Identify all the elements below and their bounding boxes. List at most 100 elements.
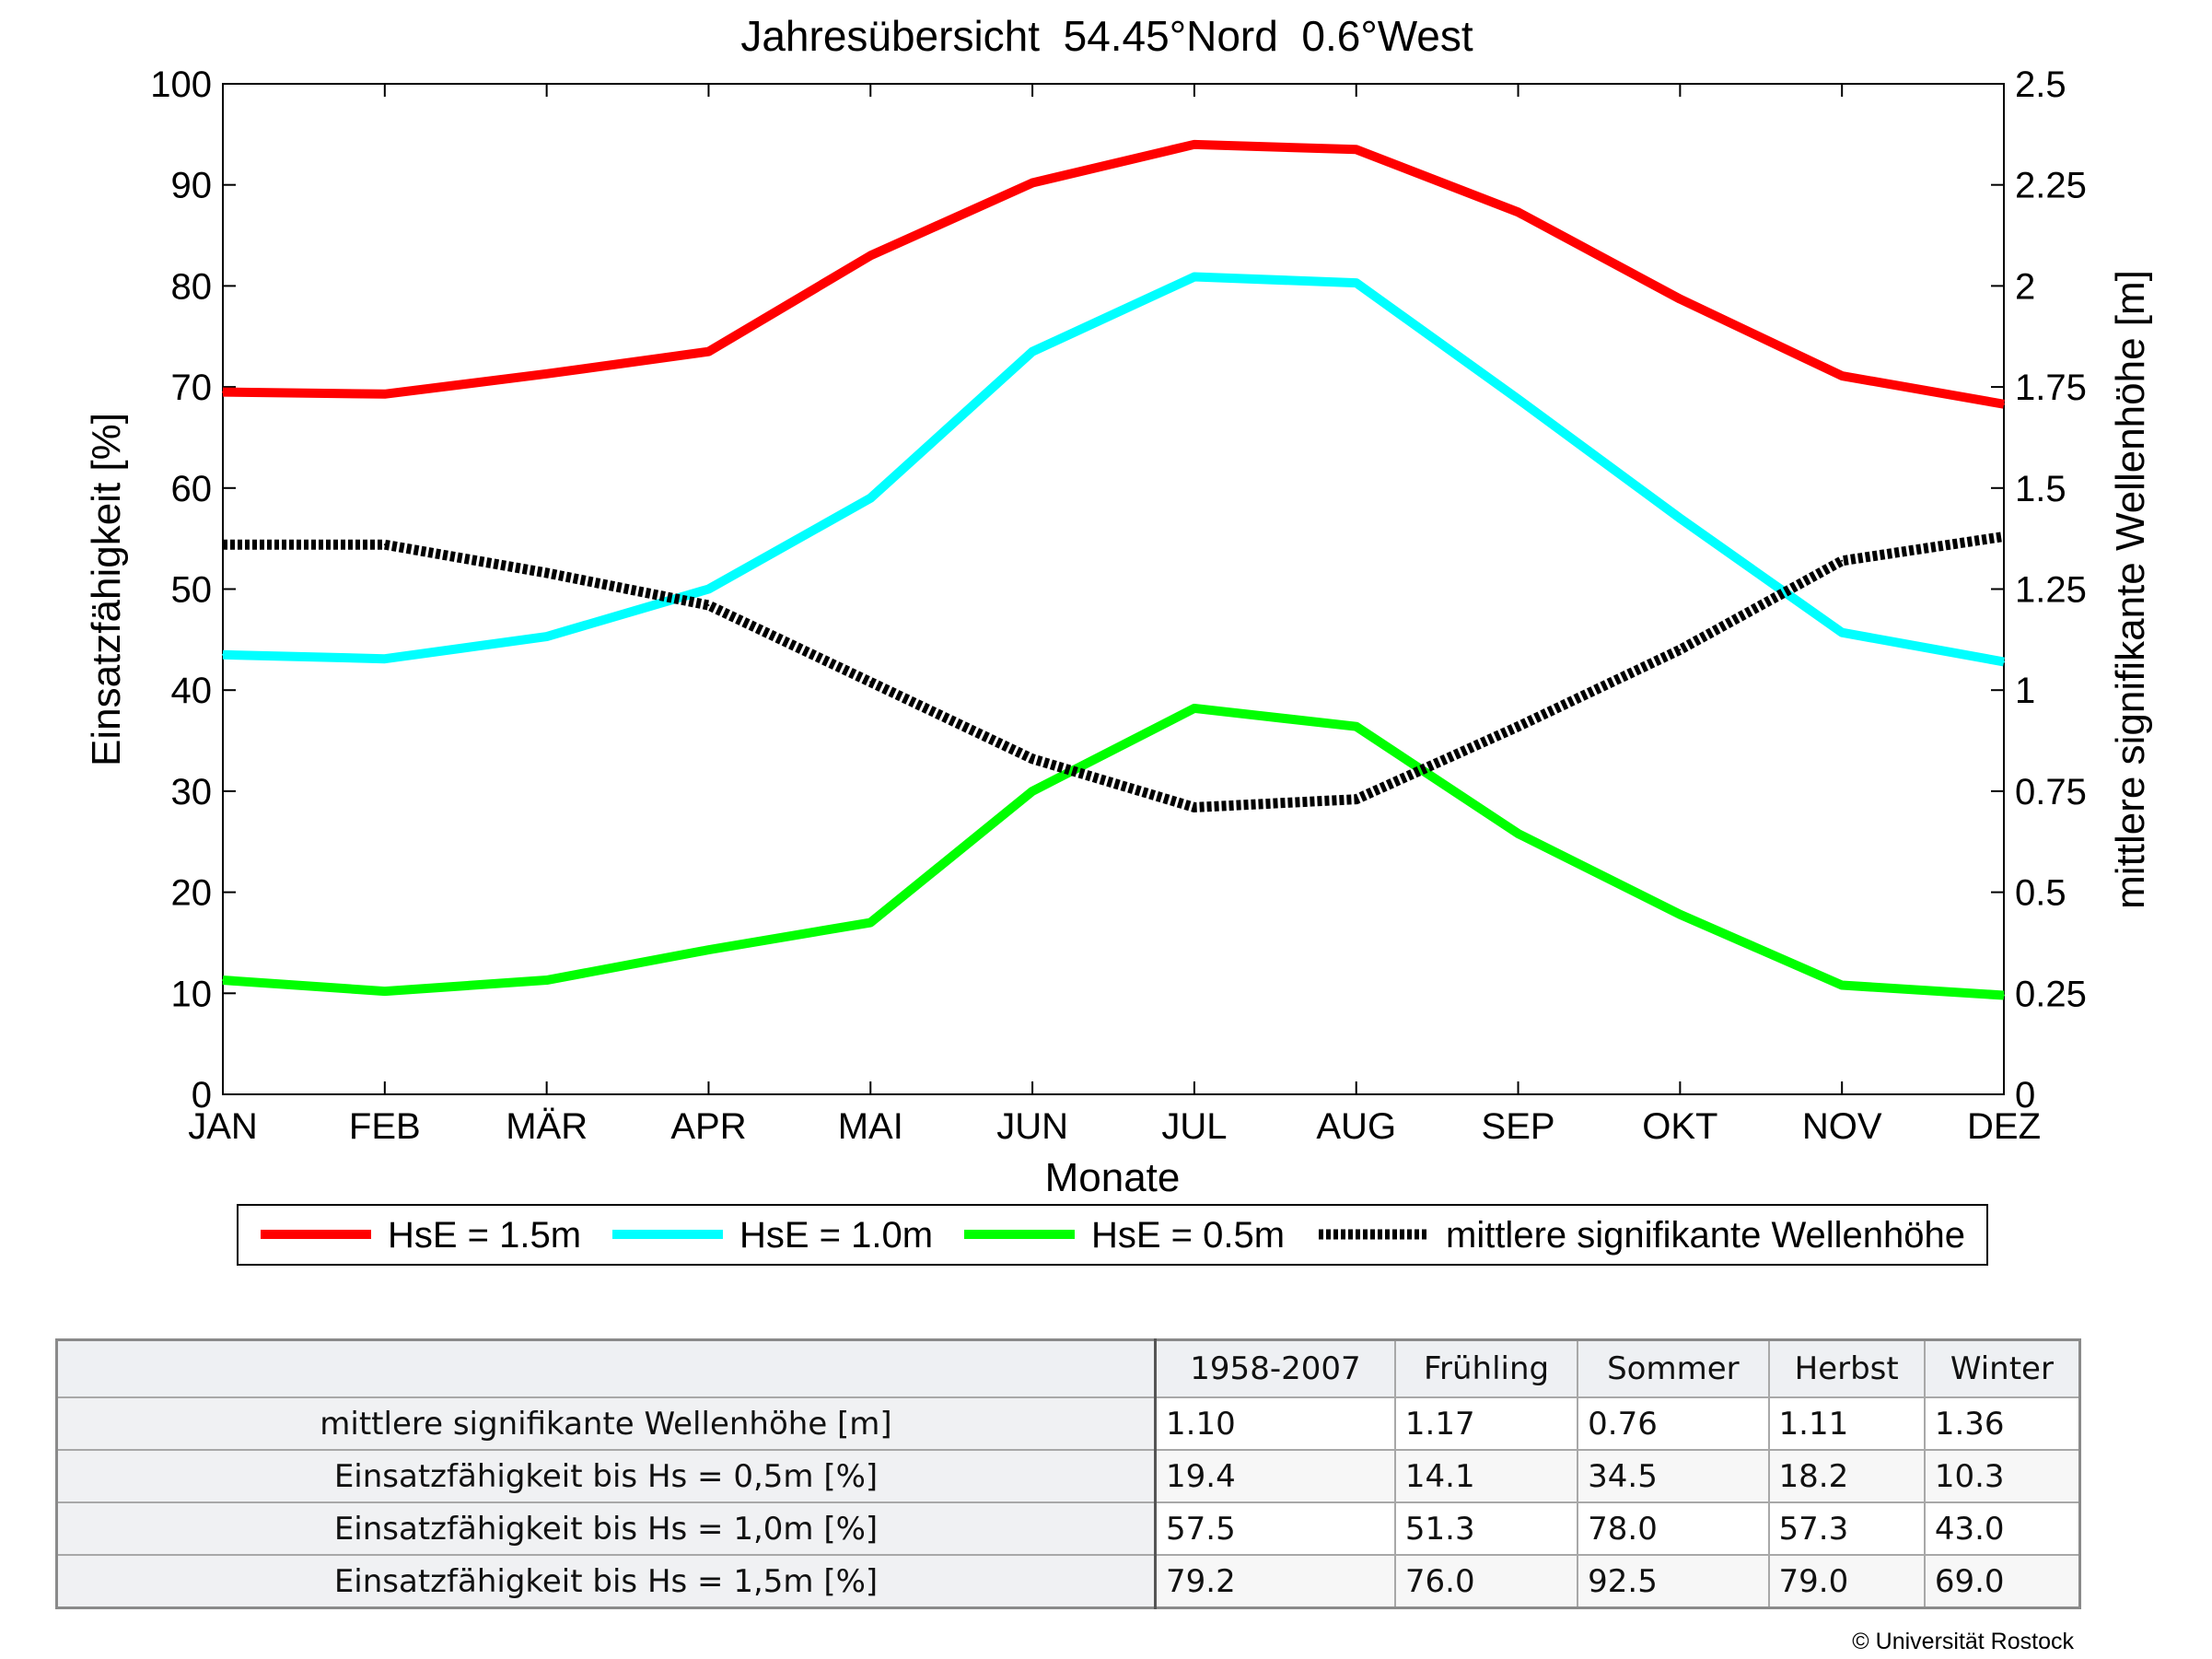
data-point xyxy=(869,497,872,499)
data-point xyxy=(1031,181,1034,184)
x-tick-label: JUN xyxy=(996,1106,1068,1147)
table-header-summer: Sommer xyxy=(1577,1338,1770,1398)
table-row: Einsatzfähigkeit bis Hs = 1,0m [%] 57.5 … xyxy=(55,1501,2081,1556)
chart-title: Jahresübersicht 54.45°Nord 0.6°West xyxy=(740,12,1473,60)
data-point xyxy=(1517,211,1519,214)
data-point xyxy=(1031,350,1034,353)
table-row: Einsatzfähigkeit bis Hs = 0,5m [%] 19.4 … xyxy=(55,1449,2081,1503)
x-tick-label: APR xyxy=(670,1106,746,1147)
y2-tick-label: 0 xyxy=(2015,1075,2035,1116)
data-point xyxy=(1031,757,1034,760)
data-point xyxy=(2003,660,2005,663)
data-point xyxy=(1355,148,1357,151)
table-cell: 69.0 xyxy=(1923,1554,2081,1609)
data-point xyxy=(1355,798,1357,800)
table-cell: 51.3 xyxy=(1393,1501,1579,1556)
data-point xyxy=(1841,984,1844,987)
y2-tick-label: 1.5 xyxy=(2015,469,2066,509)
y-tick-label: 60 xyxy=(171,469,213,509)
x-tick-label: JAN xyxy=(188,1106,258,1147)
table-cell: 18.2 xyxy=(1767,1449,1926,1503)
table-cell: 79.0 xyxy=(1767,1554,1926,1609)
row-label: Einsatzfähigkeit bis Hs = 1,5m [%] xyxy=(55,1554,1157,1609)
row-label: Einsatzfähigkeit bis Hs = 1,0m [%] xyxy=(55,1501,1157,1556)
x-tick-label: JUL xyxy=(1161,1106,1227,1147)
data-point xyxy=(383,658,386,660)
table-header-row: 1958-2007 Frühling Sommer Herbst Winter xyxy=(55,1338,2081,1398)
table-cell: 92.5 xyxy=(1577,1554,1770,1609)
data-point xyxy=(222,653,224,656)
data-point xyxy=(222,979,224,982)
table-header-autumn: Herbst xyxy=(1767,1338,1926,1398)
x-tick-label: OKT xyxy=(1642,1106,1717,1147)
table-cell: 1.17 xyxy=(1393,1396,1579,1451)
data-point xyxy=(1193,143,1195,146)
data-point xyxy=(383,392,386,395)
series-lines xyxy=(222,139,2005,1000)
data-point xyxy=(545,979,548,982)
data-point xyxy=(869,921,872,924)
data-point xyxy=(1031,789,1034,792)
legend: HsE = 1.5m HsE = 1.0m HsE = 0.5m mittlere s… xyxy=(237,1204,1988,1266)
x-tick-label: MAI xyxy=(838,1106,903,1147)
data-point xyxy=(222,543,224,546)
data-point xyxy=(1355,725,1357,728)
y-tick-label: 0 xyxy=(192,1075,212,1116)
data-point xyxy=(1193,275,1195,278)
y-axis-label: Einsatzfähigkeit [%] xyxy=(84,413,129,766)
table-header-corner xyxy=(55,1338,1157,1398)
row-label: mittlere signifikante Wellenhöhe [m] xyxy=(55,1396,1157,1451)
data-point xyxy=(707,588,710,590)
table-cell: 1.36 xyxy=(1923,1396,2081,1451)
y-tick-label: 70 xyxy=(171,368,213,408)
y-tick-label: 90 xyxy=(171,166,213,206)
y-tick-label: 10 xyxy=(171,974,213,1014)
y-tick-label: 100 xyxy=(150,64,212,105)
data-point xyxy=(1679,517,1682,520)
data-point xyxy=(1679,913,1682,916)
x-tick-label: AUG xyxy=(1316,1106,1396,1147)
data-point xyxy=(1517,725,1519,728)
y2-tick-label: 0.75 xyxy=(2015,772,2087,812)
row-label: Einsatzfähigkeit bis Hs = 0,5m [%] xyxy=(55,1449,1157,1503)
y2-tick-label: 1.25 xyxy=(2015,570,2087,611)
data-point xyxy=(869,254,872,257)
table-cell: 57.3 xyxy=(1767,1501,1926,1556)
data-point xyxy=(2003,403,2005,405)
data-point xyxy=(2003,994,2005,997)
y2-tick-label: 0.5 xyxy=(2015,873,2066,914)
series-line-4 xyxy=(223,532,2005,812)
legend-box xyxy=(237,1204,1988,1266)
data-point xyxy=(1193,806,1195,809)
series-line-3 xyxy=(222,703,2005,1000)
table-cell: 0.76 xyxy=(1577,1396,1770,1451)
data-point xyxy=(222,391,224,393)
right-axis-ticks: 0 0.25 0.5 0.75 1 1.25 1.5 1.75 2 2.25 2.5 xyxy=(1991,64,2087,1116)
y2-tick-label: 2 xyxy=(2015,266,2035,307)
table-cell: 57.5 xyxy=(1154,1501,1396,1556)
copyright-notice: © Universität Rostock xyxy=(1852,1629,2074,1654)
data-point xyxy=(707,350,710,353)
data-point xyxy=(2003,535,2005,538)
y-tick-label: 20 xyxy=(171,873,213,914)
table-cell: 34.5 xyxy=(1577,1449,1770,1503)
table-cell: 1.11 xyxy=(1767,1396,1926,1451)
x-tick-label: MÄR xyxy=(506,1106,588,1147)
y2-tick-label: 1.75 xyxy=(2015,368,2087,408)
table-header-period: 1958-2007 xyxy=(1154,1338,1396,1398)
data-point xyxy=(1517,398,1519,401)
table-cell: 19.4 xyxy=(1154,1449,1396,1503)
data-point xyxy=(383,543,386,546)
data-point xyxy=(1841,559,1844,562)
data-point xyxy=(1193,707,1195,709)
data-point xyxy=(1517,832,1519,835)
legend-label: HsE = 1.5m xyxy=(388,1215,581,1256)
data-point xyxy=(1679,298,1682,300)
table-header-spring: Frühling xyxy=(1393,1338,1579,1398)
series-line-1 xyxy=(222,139,2005,409)
table-cell: 43.0 xyxy=(1923,1501,2081,1556)
legend-label: HsE = 1.0m xyxy=(739,1215,933,1256)
y2-tick-label: 2.5 xyxy=(2015,64,2066,105)
x-tick-label: FEB xyxy=(349,1106,421,1147)
data-point xyxy=(545,636,548,638)
